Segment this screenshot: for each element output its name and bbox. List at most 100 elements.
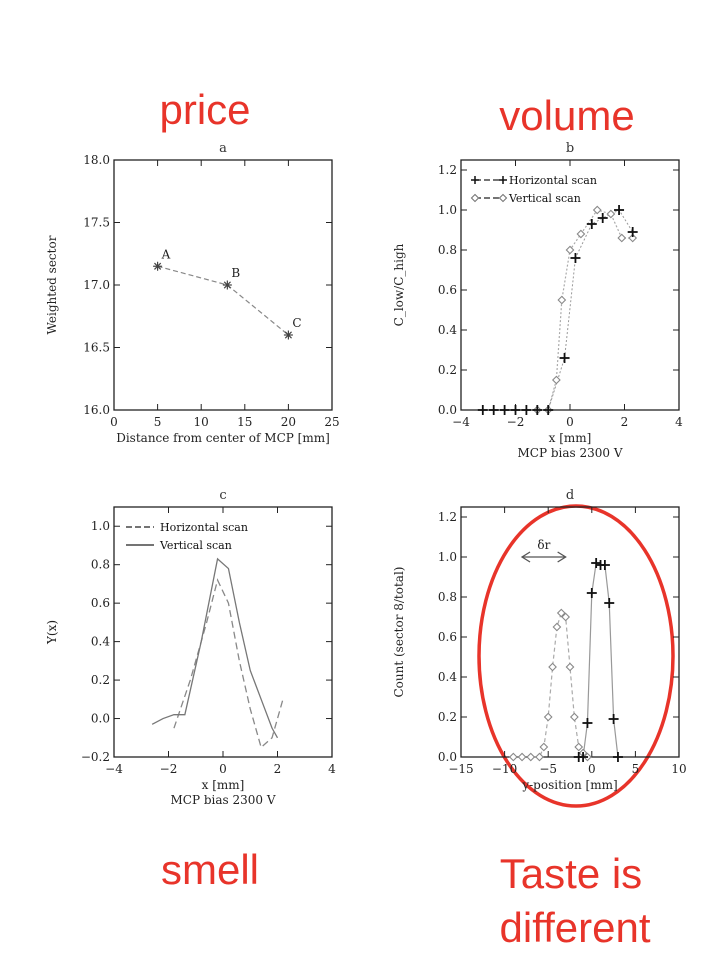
- y-tick-label: 1.0: [438, 203, 457, 217]
- y-tick-label: 0.8: [438, 243, 457, 257]
- x-tick-label: 4: [675, 415, 683, 429]
- legend-entry: Horizontal scan: [471, 174, 597, 187]
- x-tick-label: 0: [566, 415, 574, 429]
- x-tick-label: −2: [160, 762, 178, 776]
- x-axis-sublabel: MCP bias 2300 V: [170, 793, 275, 807]
- data-point: [283, 330, 293, 340]
- x-axis-sublabel: MCP bias 2300 V: [517, 446, 622, 460]
- data-point: [606, 209, 616, 219]
- data-point: [552, 622, 562, 632]
- data-point: [470, 193, 480, 203]
- series-line-plus: [578, 562, 619, 758]
- x-tick-label: 25: [324, 415, 339, 429]
- delta-arrow: δr: [520, 538, 567, 563]
- y-tick-label: 0.0: [438, 403, 457, 417]
- x-tick-label: −4: [105, 762, 123, 776]
- y-tick-label: 0.8: [91, 558, 110, 572]
- series-line-vertical: [151, 557, 279, 739]
- x-tick-label: 4: [328, 762, 336, 776]
- data-point: [570, 253, 581, 263]
- panel-c: c −4 −2 0 2 4 −0.2 0.0 0.2 0.4 0.6 0.8 1.0 x [mm]MCP …: [45, 488, 336, 807]
- highlight-ellipse: [477, 504, 675, 808]
- data-point: [612, 752, 623, 762]
- data-point: [521, 405, 532, 415]
- delta-label: δr: [537, 538, 550, 552]
- panel-d: d −15 −10 −5 0 5 10 0.0 0.2 0.4 0.6 0.8 1.0 1.2 y-posi…: [392, 488, 687, 792]
- data-point: [578, 752, 589, 762]
- x-tick-label: 5: [154, 415, 162, 429]
- data-point: [627, 227, 638, 237]
- legend-label: Vertical scan: [508, 192, 581, 205]
- data-point: [559, 353, 570, 363]
- y-tick-label: −0.2: [81, 750, 110, 764]
- y-tick-label: 0.2: [438, 710, 457, 724]
- y-axis-label: Weighted sector: [45, 235, 59, 334]
- legend-entry: Vertical scan: [126, 539, 232, 552]
- y-tick-label: 0.4: [438, 323, 457, 337]
- y-tick-label: 0.4: [91, 635, 110, 649]
- data-point: [551, 375, 561, 385]
- x-tick-label: 2: [621, 415, 629, 429]
- panel-title: c: [219, 488, 226, 503]
- legend-entry: Horizontal scan: [126, 521, 248, 534]
- data-point: [222, 280, 232, 290]
- data-point: [539, 742, 549, 752]
- data-point-d2: [284, 331, 292, 339]
- x-tick-label: −10: [492, 762, 517, 776]
- legend-entry: Vertical scan: [470, 192, 581, 205]
- data-point: [543, 405, 554, 415]
- point-label: A: [161, 247, 171, 261]
- legend-label: Horizontal scan: [509, 174, 597, 187]
- data-point-d2: [154, 262, 162, 270]
- y-axis-label: Count (sector 8/total): [392, 567, 406, 698]
- data-point: [543, 712, 553, 722]
- y-tick-label: 1.2: [438, 510, 457, 524]
- data-point-d2: [223, 281, 231, 289]
- delta-arrow-head-left: [520, 551, 531, 563]
- data-point: [565, 245, 575, 255]
- annotation-price: price: [159, 86, 250, 133]
- x-tick-label: −4: [452, 415, 470, 429]
- data-point: [574, 742, 584, 752]
- annotation-taste-line2: different: [500, 904, 651, 951]
- data-point: [499, 176, 507, 184]
- data-point: [592, 205, 602, 215]
- x-tick-label: 10: [671, 762, 686, 776]
- data-point: [548, 662, 557, 672]
- panel-title: b: [566, 141, 574, 156]
- y-tick-label: 1.0: [91, 519, 110, 533]
- x-tick-label: 0: [110, 415, 118, 429]
- y-axis-label: C_low/C_high: [392, 243, 406, 326]
- data-point: [477, 405, 488, 415]
- x-tick-label: 15: [237, 415, 252, 429]
- annotation-volume: volume: [499, 92, 634, 139]
- data-point: [565, 662, 575, 672]
- data-point: [586, 219, 597, 229]
- annotation-smell: smell: [161, 846, 259, 893]
- point-label: C: [292, 316, 301, 330]
- x-tick-label: 10: [194, 415, 209, 429]
- x-tick-label: 20: [281, 415, 296, 429]
- series-line-diamond: [513, 611, 588, 758]
- series-line-horizontal: [173, 578, 284, 749]
- x-tick-label: −15: [448, 762, 473, 776]
- chart-panels: a0 5 10 15 20 2516.016.517.017.518.0Distance …: [45, 141, 687, 807]
- y-axis-label: Y(x): [45, 620, 59, 645]
- x-axis-label: y-position [mm]: [521, 778, 617, 792]
- y-tick-label: 17.0: [83, 278, 110, 292]
- y-tick-label: 0.6: [438, 630, 457, 644]
- y-tick-label: 0.8: [438, 590, 457, 604]
- series-line-vertical: [537, 209, 633, 411]
- series-line: [157, 265, 289, 336]
- y-tick-label: 16.5: [83, 341, 110, 355]
- y-tick-label: 16.0: [83, 403, 110, 417]
- x-axis-label: x [mm]: [549, 431, 592, 445]
- y-tick-label: 0.0: [438, 750, 457, 764]
- legend-label: Horizontal scan: [160, 521, 248, 534]
- data-point: [557, 295, 567, 305]
- data-point: [576, 229, 586, 239]
- panel-title: d: [566, 488, 574, 503]
- data-point: [153, 261, 163, 271]
- data-point: [591, 558, 602, 568]
- data-point: [604, 598, 615, 608]
